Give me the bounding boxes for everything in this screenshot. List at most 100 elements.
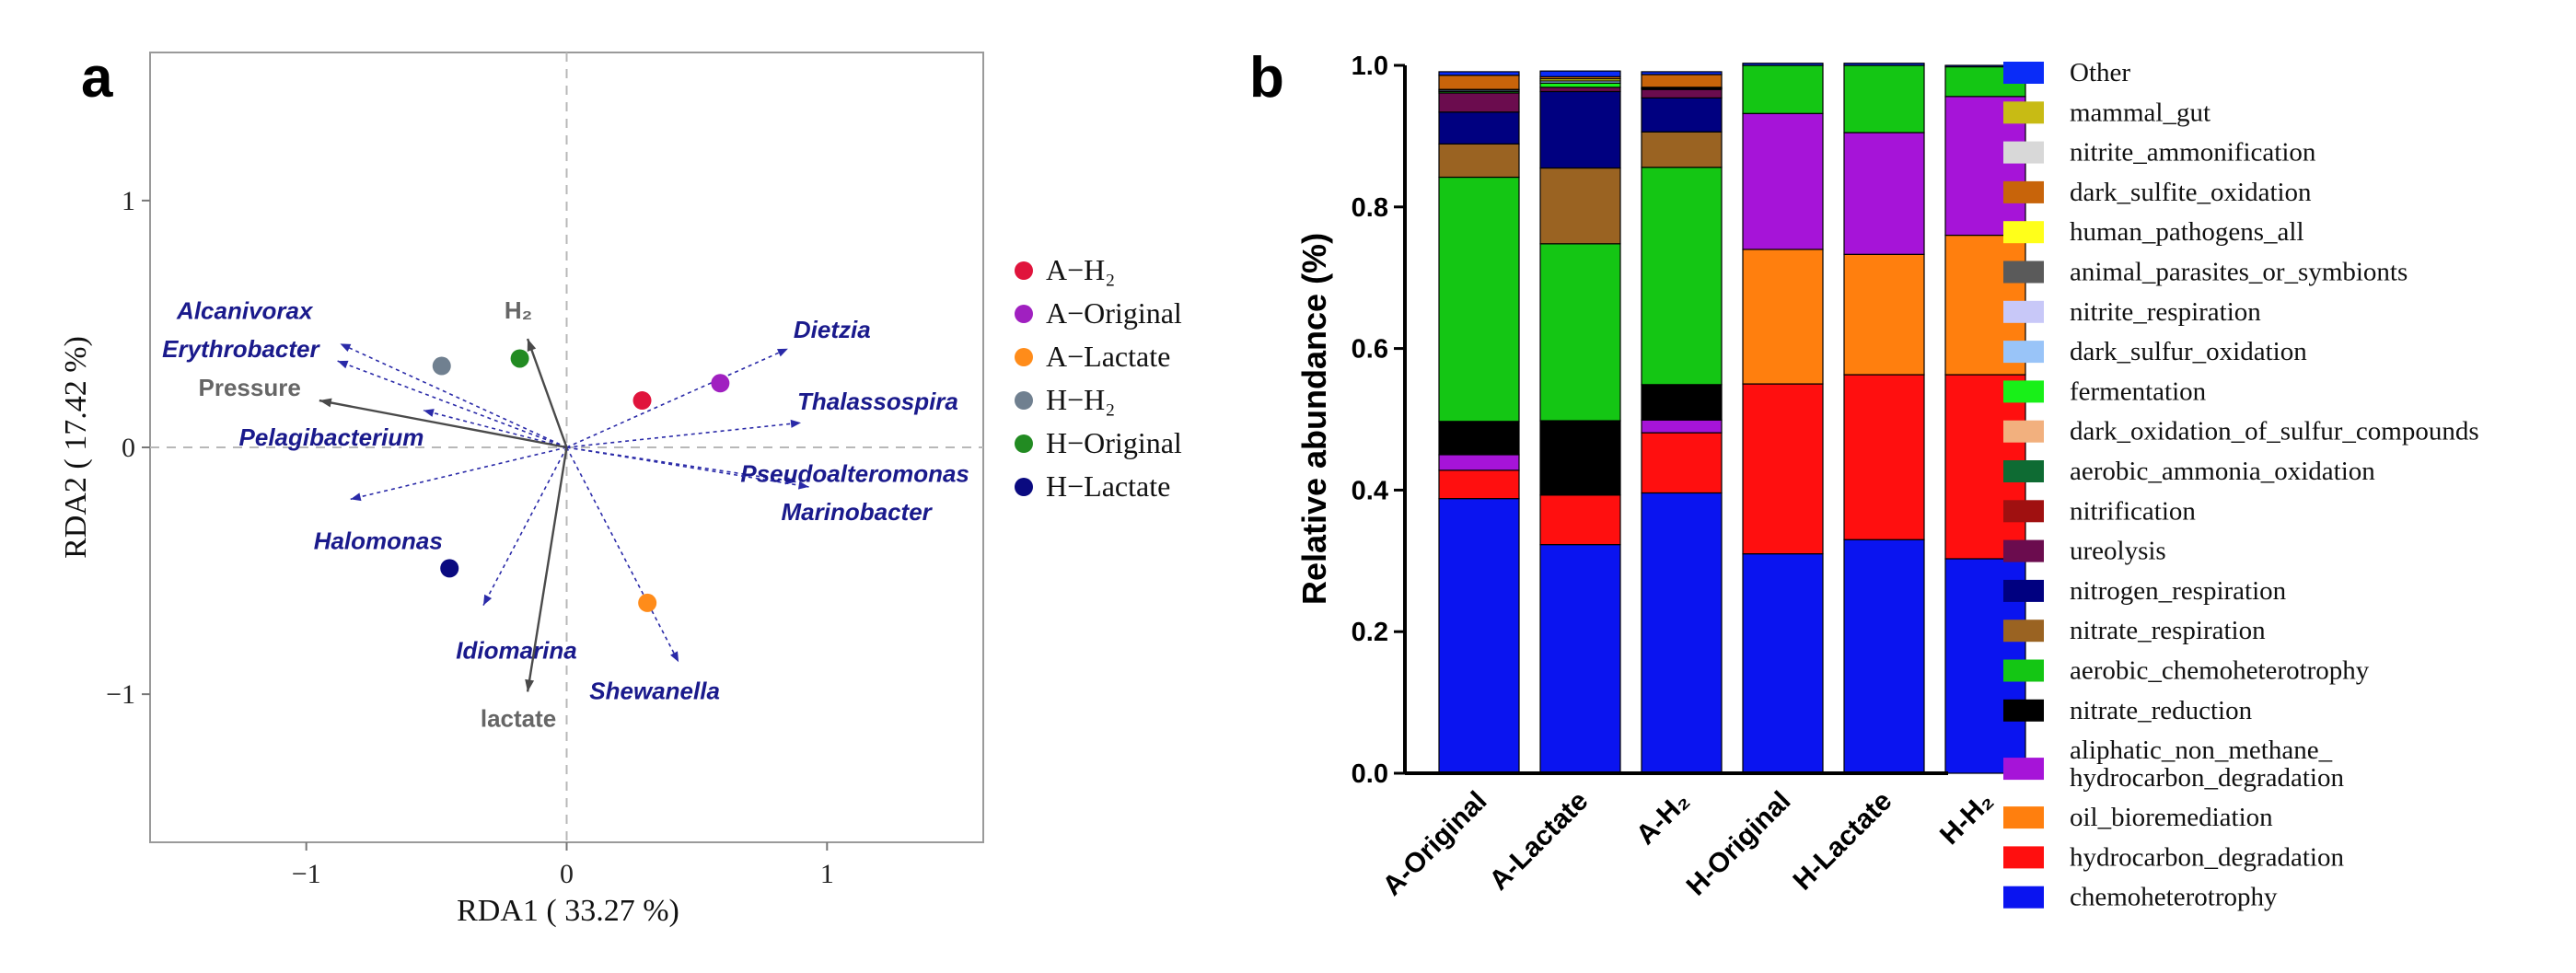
bar-legend-label-line: chemoheterotrophy (2070, 883, 2278, 912)
species-label-dietzia: Dietzia (794, 316, 871, 343)
species-label-pseudoalteromonas: Pseudoalteromonas (740, 460, 969, 488)
rda-legend-marker (1015, 348, 1033, 366)
species-arrow-idiomarina (482, 446, 568, 606)
bar-category-label: A-Original (1377, 786, 1493, 902)
bar-legend-label: aliphatic_non_methane_ hydrocarbon_degrad… (2070, 736, 2344, 793)
bar-legend-label-line: dark_sulfite_oxidation (2070, 178, 2312, 207)
bar-y-tick-label: 0.6 (1352, 335, 1388, 365)
species-arrow-thalassospira (566, 422, 802, 448)
bar-segment-a-h-nitrate-reduction (1641, 384, 1723, 421)
bar-legend-label: aerobic_chemoheterotrophy (2070, 656, 2370, 686)
bar-legend-label: human_pathogens_all (2070, 217, 2304, 247)
bar-legend-label-line: human_pathogens_all (2070, 217, 2304, 247)
bar-legend-label: nitrite_respiration (2070, 297, 2261, 327)
bar-segment-a-lactate-hydrocarbon-degradation (1539, 494, 1621, 546)
species-label-shewanella: Shewanella (589, 677, 720, 704)
bar-segment-a-h-nitrogen-respiration (1641, 97, 1723, 133)
env-label-h: H₂ (505, 296, 532, 324)
bar-segment-a-original-aliphatic-non-methane-hydrocarbon-degradation (1438, 454, 1520, 471)
rda-legend-label: H−Original (1046, 426, 1182, 459)
bar-segment-a-original-chemoheterotrophy (1438, 498, 1520, 774)
bar-category-label: H-Lactate (1787, 786, 1897, 897)
bar-legend-label: oil_bioremediation (2070, 803, 2273, 832)
species-arrow-pelagibacterium (423, 410, 567, 448)
bar-y-axis-ticks: 0.0 0.2 0.4 0.6 0.8 1.0 (1352, 52, 1405, 789)
species-arrowhead-dietzia (777, 348, 788, 357)
rda-legend-marker (1015, 478, 1033, 496)
bar-legend-swatch (2003, 141, 2044, 164)
bar-legend-label-line: aerobic_ammonia_oxidation (2070, 457, 2375, 486)
bar-legend-label-line: nitrite_respiration (2070, 297, 2261, 327)
bar-y-tick-label: 0.4 (1352, 476, 1388, 505)
bar-legend-label: fermentation (2070, 376, 2207, 406)
bar-legend-label-line: oil_bioremediation (2070, 803, 2273, 832)
bar-legend-label-line: dark_oxidation_of_sulfur_compounds (2070, 417, 2479, 446)
bar-legend-label: nitrification (2070, 496, 2196, 526)
species-label-idiomarina: Idiomarina (456, 637, 576, 665)
rda-species-arrows: Alcanivorax Erythrobacter Pelagibacterium H… (162, 296, 969, 704)
bar-legend-swatch (2003, 261, 2044, 284)
bar-category-label: H-H₂ (1934, 786, 1999, 851)
rda-x-axis-label: RDA1 ( 33.27 %) (457, 894, 679, 928)
bar-segment-h-lactate-chemoheterotrophy (1843, 539, 1925, 774)
bar-legend-label-line: ureolysis (2070, 537, 2166, 566)
bar-legend-label-line: nitrification (2070, 496, 2196, 526)
bar-segment-a-h-dark-sulfite-oxidation (1641, 74, 1723, 88)
species-arrowhead-marinobacter (797, 481, 809, 490)
bar-segment-a-lactate-nitrate-respiration (1539, 167, 1621, 245)
rda-legend-marker (1015, 305, 1033, 323)
sample-point-a-original (711, 374, 730, 393)
bar-segment-a-original-other (1438, 71, 1520, 76)
rda-legend-marker (1015, 261, 1033, 280)
bar-legend-swatch (2003, 380, 2044, 403)
bar-segment-a-h-nitrate-respiration (1641, 131, 1723, 168)
bar-legend-swatch (2003, 300, 2044, 323)
rda-x-tick-label: −1 (292, 859, 321, 889)
sample-point-a-h (632, 391, 652, 411)
species-arrowhead-shewanella (670, 651, 679, 663)
panel-b-label: b (1249, 46, 1284, 110)
bar-legend-label: dark_sulfite_oxidation (2070, 178, 2312, 207)
bar-segment-h-lactate-aliphatic-non-methane-hydrocarbon-degradation (1843, 132, 1925, 255)
bar-y-tick-label: 0.8 (1352, 193, 1388, 223)
bar-legend-label: ureolysis (2070, 537, 2166, 566)
bar-legend-label: aerobic_ammonia_oxidation (2070, 457, 2375, 486)
bar-legend: Other mammal_gut nitrite_ammonificationdar… (2003, 58, 2479, 912)
bar-legend-swatch (2003, 62, 2044, 84)
rda-axis-ticks: −1 0 1 −1 0 1 (106, 186, 834, 889)
species-arrow-shewanella (565, 446, 679, 663)
bar-legend-label: dark_sulfur_oxidation (2070, 337, 2307, 366)
species-arrowhead-thalassospira (790, 419, 802, 428)
bar-segment-h-lactate-aerobic-chemoheterotrophy (1843, 64, 1925, 133)
bar-segment-h-original-other (1742, 63, 1824, 66)
bar-y-axis-label: Relative abundance (%) (1295, 233, 1333, 605)
rda-y-axis-label: RDA2 ( 17.42 %) (59, 336, 93, 559)
bar-legend-swatch (2003, 420, 2044, 443)
bar-legend-swatch (2003, 180, 2044, 203)
species-arrow-alcanivorax (340, 342, 567, 448)
bar-legend-label-line: dark_sulfur_oxidation (2070, 337, 2307, 366)
bar-segment-a-h-chemoheterotrophy (1641, 492, 1723, 774)
bar-segment-a-h-aliphatic-non-methane-hydrocarbon-degradation (1641, 419, 1723, 434)
bar-stacks (1438, 63, 2026, 774)
bar-legend-swatch (2003, 758, 2044, 781)
sample-point-h-original (510, 349, 529, 368)
bar-segment-a-h-ureolysis (1641, 88, 1723, 98)
bar-segment-h-original-aerobic-chemoheterotrophy (1742, 64, 1824, 114)
bar-segment-a-lactate-aerobic-chemoheterotrophy (1539, 243, 1621, 422)
bar-legend-swatch (2003, 620, 2044, 643)
bar-segment-h-lactate-hydrocarbon-degradation (1843, 374, 1925, 540)
bar-legend-label-line: Other (2070, 58, 2130, 87)
bar-legend-label-line: fermentation (2070, 376, 2207, 406)
bar-segment-h-original-oil-bioremediation (1742, 249, 1824, 385)
rda-x-tick-label: 1 (820, 859, 834, 889)
env-arrow-h (526, 338, 568, 448)
bar-legend-label-line: nitrate_respiration (2070, 616, 2266, 645)
bar-legend-label-line: nitrate_reduction (2070, 696, 2253, 725)
rda-sample-points (432, 349, 730, 612)
bar-legend-swatch (2003, 699, 2044, 722)
rda-legend: A−H₂ A−Original A−Lactate H−H₂ H−Original H−L… (1015, 253, 1182, 503)
bar-y-tick-label: 0.2 (1352, 618, 1388, 647)
